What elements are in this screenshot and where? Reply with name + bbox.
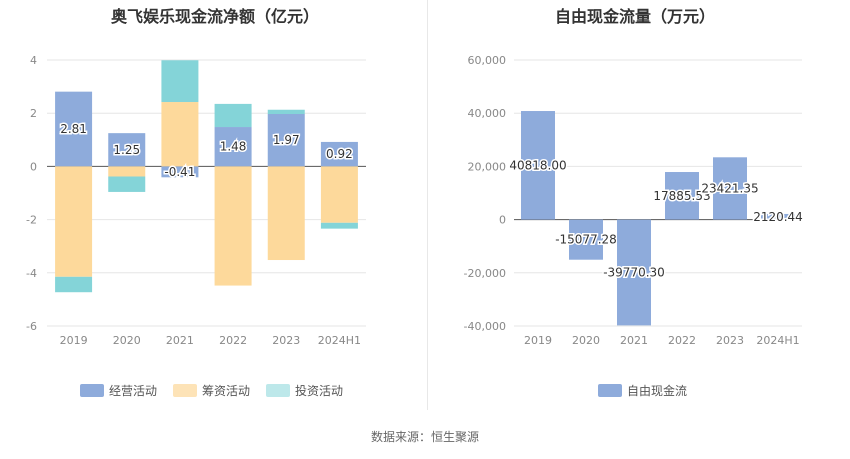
legend-item-free-cash-flow[interactable]: 自由现金流: [598, 382, 687, 399]
bar-investing: [161, 60, 199, 103]
data-label: 1.48: [220, 140, 247, 154]
y-tick-label: 20,000: [468, 160, 507, 173]
legend-item-investing[interactable]: 投资活动: [266, 382, 343, 399]
data-label: -39770.30: [603, 265, 665, 279]
data-label: 2120.44: [753, 210, 803, 224]
right-legend[interactable]: 自由现金流: [598, 382, 703, 399]
bar-investing: [320, 222, 358, 229]
bar-financing: [55, 166, 93, 277]
x-tick-label: 2020: [572, 334, 600, 347]
bar-financing: [161, 102, 199, 167]
x-tick-label: 2020: [113, 334, 141, 347]
bar-operating: [108, 133, 146, 167]
free-cash-flow-chart: 60,000 40,000 20,000 0 -20,000 -40,000 2019 408…: [464, 54, 805, 347]
x-tick-label: 2024H1: [318, 334, 361, 347]
x-tick-label: 2022: [219, 334, 247, 347]
bar-investing: [267, 109, 305, 114]
bar-free-cash-flow: [569, 219, 603, 260]
legend-swatch-free-cash-flow: [598, 384, 622, 397]
legend-swatch-operating: [80, 384, 104, 397]
bar-operating: [320, 141, 358, 167]
legend-swatch-financing: [173, 384, 198, 397]
data-label: 1.25: [113, 143, 140, 157]
x-tick-label: 2021: [166, 334, 194, 347]
y-tick-label: 60,000: [468, 54, 507, 67]
legend-swatch-investing: [266, 384, 291, 397]
legend-label-investing: 投资活动: [295, 384, 344, 398]
data-label: 17885.53: [653, 189, 710, 203]
bar-free-cash-flow: [761, 213, 795, 220]
bar-free-cash-flow: [713, 157, 747, 220]
left-legend[interactable]: 经营活动 筹资活动 投资活动: [80, 382, 359, 399]
bar-financing: [214, 166, 252, 286]
y-tick-label: -6: [26, 320, 37, 333]
panel-divider: [427, 0, 428, 410]
legend-item-financing[interactable]: 筹资活动: [173, 382, 250, 399]
source-note: 数据来源：恒生聚源: [370, 430, 479, 444]
legend-item-operating[interactable]: 经营活动: [80, 382, 157, 399]
y-tick-label: -4: [26, 267, 37, 280]
x-tick-label: 2019: [60, 334, 88, 347]
x-tick-label: 2023: [716, 334, 744, 347]
bar-investing: [108, 176, 146, 192]
y-tick-label: 0: [499, 214, 506, 227]
bar-investing: [55, 276, 93, 293]
data-label: 0.92: [326, 147, 353, 161]
legend-label-operating: 经营活动: [109, 384, 158, 398]
bar-financing: [108, 166, 146, 177]
data-label: 2.81: [60, 122, 87, 136]
x-tick-label: 2024H1: [756, 334, 799, 347]
legend-label-free-cash-flow: 自由现金流: [627, 384, 688, 398]
y-tick-label: -2: [26, 214, 37, 227]
bar-free-cash-flow: [617, 219, 651, 326]
right-chart-title: 自由现金流量（万元）: [554, 7, 715, 26]
data-label: 40818.00: [509, 158, 566, 172]
data-label: -15077.28: [555, 233, 617, 247]
x-tick-label: 2021: [620, 334, 648, 347]
y-tick-label: 2: [30, 107, 37, 120]
bar-financing: [267, 166, 305, 261]
y-tick-label: -40,000: [464, 320, 506, 333]
bar-free-cash-flow: [521, 111, 555, 220]
cash-flow-chart: 4 2 0 -2 -4 -6 2019 2.81 2020 1.25 2021 -0.41 2022 1.…: [26, 54, 366, 347]
bar-financing: [320, 166, 358, 223]
x-tick-label: 2019: [524, 334, 552, 347]
legend-label-financing: 筹资活动: [202, 384, 251, 398]
data-label: -0.41: [164, 165, 195, 179]
bar-operating: [161, 166, 199, 178]
y-tick-label: 0: [30, 160, 37, 173]
bar-operating: [267, 113, 305, 167]
y-tick-label: -20,000: [464, 267, 506, 280]
bar-operating: [55, 91, 93, 167]
data-label: 1.97: [273, 133, 300, 147]
bar-investing: [214, 103, 252, 128]
left-chart-title: 奥飞娱乐现金流净额（亿元）: [110, 7, 319, 26]
x-tick-label: 2022: [668, 334, 696, 347]
data-label: 23421.35: [701, 181, 758, 195]
y-tick-label: 4: [30, 54, 37, 67]
bar-free-cash-flow: [665, 172, 699, 220]
x-tick-label: 2023: [272, 334, 300, 347]
y-tick-label: 40,000: [468, 107, 507, 120]
bar-operating: [214, 127, 252, 167]
